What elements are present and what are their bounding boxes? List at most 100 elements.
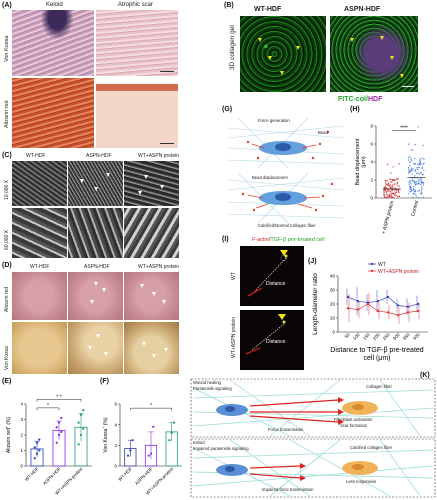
panel-a-col-atrophic: Atrophic scar bbox=[118, 2, 154, 8]
sig-label: * bbox=[150, 403, 152, 409]
data-point bbox=[409, 186, 412, 189]
y-tick-label: 2 bbox=[20, 433, 23, 438]
sig-label: **** bbox=[400, 126, 408, 132]
data-point bbox=[38, 438, 41, 441]
sig-bracket-2 bbox=[36, 399, 82, 402]
data-point bbox=[417, 190, 419, 192]
data-point bbox=[395, 194, 398, 197]
data-point bbox=[414, 169, 416, 171]
data-point bbox=[411, 160, 413, 162]
data-point bbox=[409, 179, 411, 181]
force-diagram bbox=[228, 118, 343, 224]
data-point bbox=[420, 192, 423, 194]
data-point bbox=[412, 168, 414, 170]
panel-a-label: (A) bbox=[2, 2, 12, 9]
panel-b-label: (B) bbox=[224, 2, 234, 9]
data-point bbox=[416, 168, 419, 171]
y-axis-label: Von Kossa+ (%) bbox=[102, 417, 109, 452]
k-less: Less responsive bbox=[346, 479, 377, 484]
sig-label-2: * * bbox=[56, 395, 61, 401]
data-point bbox=[398, 185, 400, 187]
data-point bbox=[82, 427, 85, 430]
data-point bbox=[418, 167, 421, 169]
data-point bbox=[416, 309, 420, 313]
data-point bbox=[421, 180, 423, 183]
sig-bracket-1 bbox=[36, 407, 60, 411]
x-tick-label: 250 bbox=[382, 332, 391, 341]
panel-c-col2: ASPN-HDF bbox=[86, 153, 112, 159]
data-point bbox=[396, 184, 398, 187]
data-point bbox=[77, 443, 80, 446]
y-tick-label: 6 bbox=[114, 402, 117, 407]
panel-b-col-aspn: ASPN-HDF bbox=[344, 6, 381, 13]
data-point bbox=[420, 177, 422, 180]
panel-d-col2: ASPN-HDF bbox=[84, 264, 110, 270]
data-point bbox=[386, 295, 390, 299]
data-point bbox=[411, 173, 413, 175]
x-tick-label: 100 bbox=[352, 332, 361, 341]
data-point bbox=[420, 172, 423, 174]
k-keloid1: Keloid bbox=[193, 440, 205, 445]
data-point bbox=[389, 181, 391, 183]
data-point bbox=[392, 196, 394, 199]
data-point bbox=[407, 168, 410, 171]
data-point bbox=[391, 186, 393, 189]
data-point bbox=[416, 167, 418, 169]
sem-aspn-60000-image bbox=[68, 208, 123, 258]
panel-d-col3: WT+ASPN protein bbox=[138, 264, 179, 270]
data-point bbox=[417, 172, 419, 174]
y-tick-label: 4 bbox=[20, 402, 23, 407]
data-point bbox=[168, 439, 171, 442]
data-point bbox=[417, 183, 419, 185]
panel-i-title-sep: / bbox=[268, 237, 271, 243]
data-point bbox=[396, 182, 398, 185]
data-point bbox=[421, 193, 423, 195]
panel-a-row-vonkossa: Von Kossa bbox=[4, 35, 10, 62]
panel-i-row1: WT bbox=[231, 272, 237, 280]
data-point bbox=[412, 187, 415, 190]
data-point bbox=[57, 421, 61, 424]
wt-collagen-gel-image bbox=[240, 16, 326, 92]
panel-g-label: (G) bbox=[222, 106, 233, 113]
data-point bbox=[346, 295, 350, 299]
alizarin-wt-image bbox=[12, 272, 67, 320]
data-point bbox=[398, 163, 400, 165]
data-point bbox=[79, 433, 83, 437]
data-point bbox=[421, 157, 424, 159]
vonkossa-aspn-image bbox=[68, 322, 123, 374]
keloid-alizarin-image bbox=[12, 78, 94, 148]
panel-b-col-wt: WT-HDF bbox=[254, 6, 282, 13]
data-point bbox=[423, 169, 425, 172]
data-point bbox=[346, 307, 350, 310]
data-point bbox=[397, 189, 400, 192]
legend-marker bbox=[370, 262, 374, 266]
data-point bbox=[422, 196, 425, 199]
category-label: Control bbox=[410, 200, 420, 217]
data-point bbox=[389, 195, 391, 197]
panel-e-label: (E) bbox=[2, 378, 12, 385]
panel-h-label: (H) bbox=[350, 106, 360, 113]
data-point bbox=[409, 156, 411, 158]
data-point bbox=[415, 195, 417, 197]
data-point bbox=[35, 441, 39, 444]
data-point bbox=[423, 162, 425, 164]
x-tick-label: 400 bbox=[412, 332, 421, 341]
data-point bbox=[391, 184, 394, 186]
data-point bbox=[386, 190, 389, 192]
panel-c-col3: WT+ASPN protein bbox=[138, 153, 179, 159]
wt-cell-image bbox=[240, 246, 304, 306]
data-point bbox=[397, 178, 399, 180]
k-fibro1: Fibroblast activation/ bbox=[334, 417, 373, 422]
data-point bbox=[55, 426, 58, 429]
data-point bbox=[410, 168, 413, 171]
data-point bbox=[396, 177, 398, 180]
y-tick-label: 2 bbox=[114, 443, 117, 448]
data-point bbox=[419, 180, 421, 182]
x-tick-label: 300 bbox=[392, 332, 401, 341]
series-line bbox=[347, 296, 419, 308]
data-point bbox=[418, 189, 421, 191]
data-point bbox=[414, 189, 417, 191]
k-calcified: Calcified collagen fiber bbox=[350, 445, 393, 450]
data-point bbox=[412, 189, 415, 192]
data-point bbox=[423, 158, 425, 160]
